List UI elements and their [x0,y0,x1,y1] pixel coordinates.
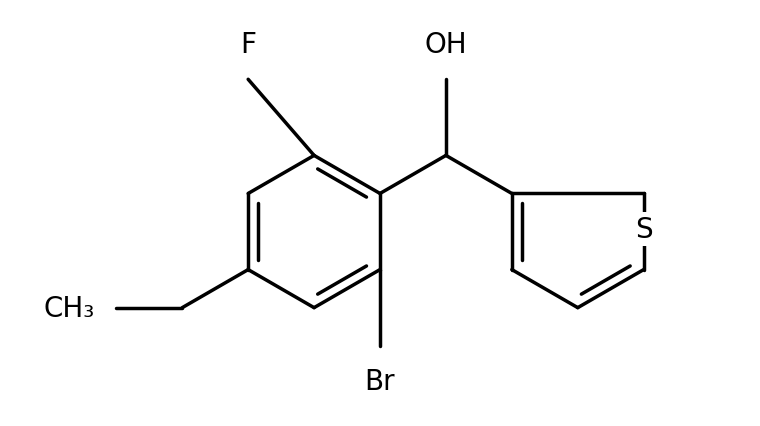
Text: S: S [635,215,653,243]
Text: CH₃: CH₃ [44,294,95,322]
Text: Br: Br [365,367,395,395]
Text: OH: OH [425,31,467,59]
Text: F: F [240,31,256,59]
